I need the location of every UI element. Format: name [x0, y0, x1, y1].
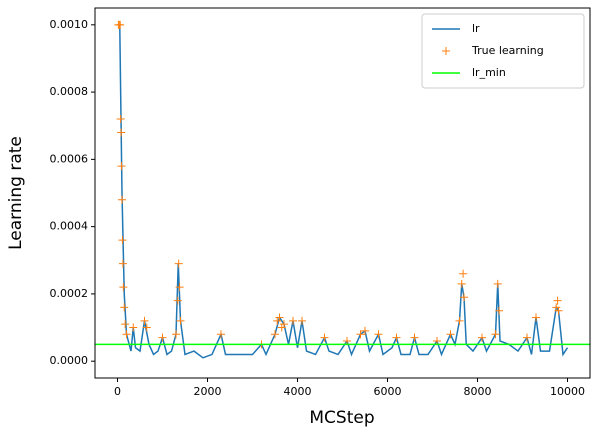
marker — [174, 259, 183, 268]
marker — [410, 333, 419, 342]
marker — [554, 306, 563, 315]
y-tick-label: 0.0006 — [50, 152, 89, 165]
marker — [117, 162, 126, 171]
marker — [121, 320, 130, 329]
marker — [118, 236, 127, 245]
plot-area — [95, 20, 590, 359]
y-tick-label: 0.0000 — [50, 354, 89, 367]
x-tick-label: 6000 — [374, 385, 402, 398]
axes-frame — [94, 7, 591, 379]
marker — [173, 296, 182, 305]
legend-swatch — [442, 47, 450, 55]
marker — [118, 195, 126, 204]
legend-label: lr_min — [472, 66, 506, 79]
marker — [117, 128, 126, 137]
marker — [298, 316, 306, 325]
x-axis-label: MCStep — [309, 408, 374, 428]
marker — [176, 316, 185, 325]
marker — [120, 303, 129, 312]
marker — [122, 330, 131, 339]
marker — [158, 333, 167, 342]
marker — [392, 333, 401, 342]
marker — [523, 333, 531, 342]
marker — [129, 323, 138, 332]
marker — [271, 330, 279, 339]
x-tick-label: 10000 — [550, 385, 585, 398]
marker — [361, 326, 369, 335]
lr-line — [117, 24, 569, 359]
y-axis-label: Learning rate — [6, 136, 26, 250]
marker — [140, 316, 149, 325]
marker — [142, 323, 151, 332]
marker — [116, 115, 125, 123]
marker — [460, 293, 468, 302]
y-tick-label: 0.0002 — [50, 287, 89, 300]
marker — [532, 313, 540, 322]
marker — [459, 269, 468, 278]
x-tick-label: 4000 — [284, 385, 312, 398]
marker — [356, 330, 365, 339]
marker — [119, 283, 128, 292]
x-tick-label: 0 — [114, 385, 121, 398]
y-tick-label: 0.0010 — [50, 18, 89, 31]
marker — [374, 330, 383, 339]
y-tick-label: 0.0008 — [50, 85, 89, 98]
marker — [495, 306, 504, 315]
marker — [493, 279, 502, 288]
marker — [457, 279, 466, 288]
marker — [552, 303, 561, 312]
marker — [478, 333, 486, 342]
marker — [118, 259, 127, 268]
marker — [172, 330, 180, 339]
marker — [275, 313, 284, 322]
marker — [289, 316, 297, 325]
legend-label: lr — [472, 22, 480, 35]
marker — [116, 20, 125, 29]
marker — [175, 283, 184, 292]
marker — [491, 330, 500, 339]
legend-label: True learning — [471, 44, 544, 57]
marker — [280, 320, 288, 329]
y-tick-label: 0.0004 — [50, 220, 89, 233]
x-tick-label: 2000 — [194, 385, 222, 398]
marker — [320, 333, 329, 342]
marker — [446, 330, 455, 339]
legend-box — [421, 13, 585, 89]
x-tick-label: 8000 — [464, 385, 492, 398]
marker — [553, 296, 562, 305]
marker — [217, 330, 225, 339]
marker — [455, 316, 464, 325]
